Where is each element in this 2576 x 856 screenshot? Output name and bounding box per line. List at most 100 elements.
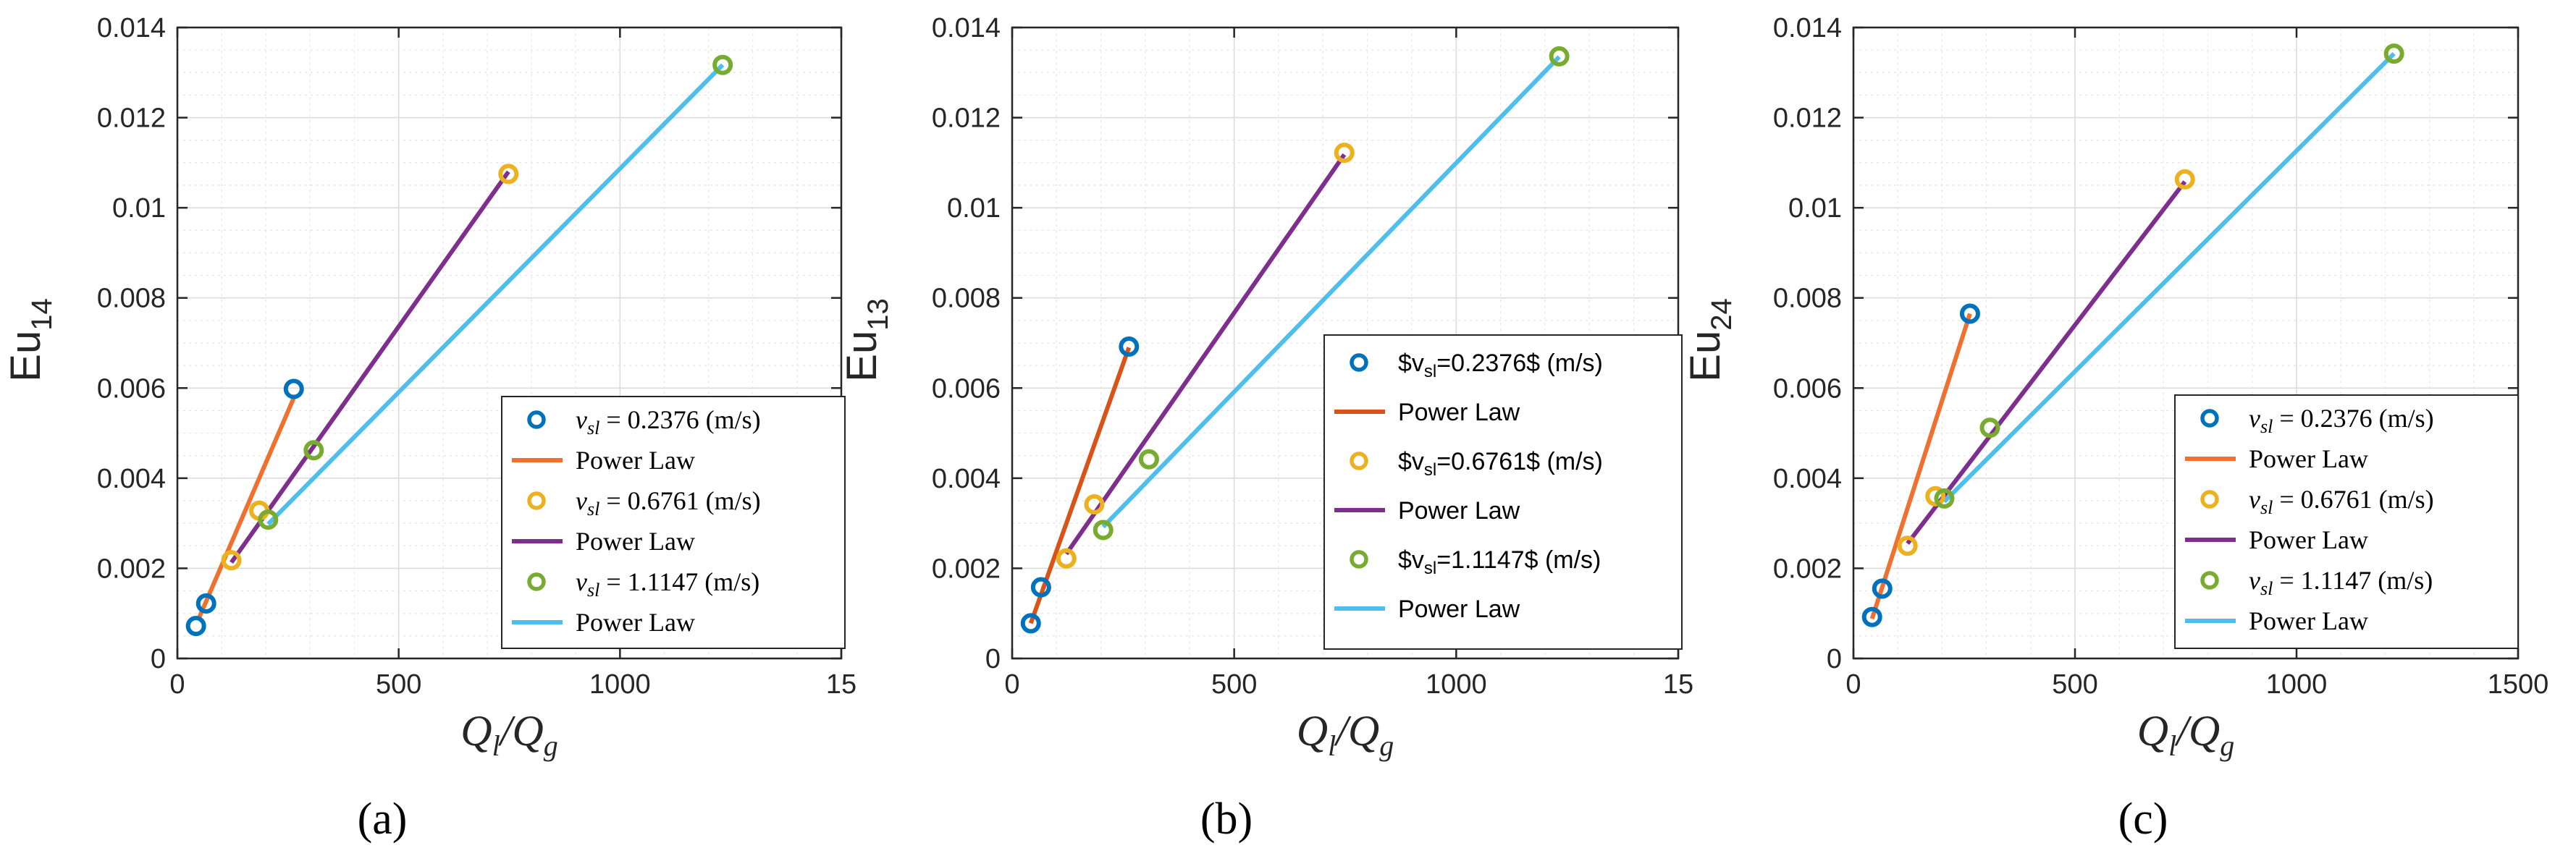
data-point-series-3: [1138, 449, 1159, 470]
axes-box: [176, 26, 843, 660]
legend-box: [1323, 334, 1683, 650]
data-point-series-2: [1334, 143, 1355, 164]
legend-label-fit-3: Power Law: [2249, 606, 2368, 635]
x-tick-label: 500: [1211, 669, 1257, 700]
y-tick-label: 0.002: [932, 554, 1001, 584]
x-axis-label: Ql/Qg: [2137, 707, 2234, 762]
y-tick-label: 0.006: [932, 373, 1001, 404]
data-point-series-2: [1056, 548, 1077, 569]
legend-label-fit-3: Power Law: [1398, 596, 1520, 623]
axes-box: [1852, 26, 2520, 660]
legend-marker-series-2: [527, 491, 546, 510]
x-tick-label: 0: [1845, 669, 1861, 700]
fit-line-series-3: [1942, 52, 2396, 504]
data-point-series-2: [1084, 493, 1105, 514]
data-point-series-3: [2383, 43, 2404, 64]
x-tick-label: 15: [1663, 669, 1693, 700]
data-point-series-1: [1030, 577, 1051, 598]
y-ticks: 0 0.002 0.004 0.006 0.008 0.01 0.012 0.014: [1773, 13, 2518, 674]
fit-line-series-2: [1064, 153, 1347, 556]
x-tick-label: 0: [169, 669, 185, 700]
y-tick-label: 0.012: [1773, 103, 1842, 134]
y-tick-label: 0.006: [97, 373, 166, 404]
data-point-series-2: [221, 550, 242, 571]
data-point-series-1: [1020, 613, 1041, 634]
x-axis-label: Ql/Qg: [1297, 707, 1394, 762]
data-point-series-1: [1861, 606, 1882, 627]
data-point-series-3: [303, 440, 324, 461]
data-point-series-1: [195, 593, 216, 614]
y-tick-label: 0.008: [97, 284, 166, 314]
y-tick-label: 0.002: [97, 554, 166, 584]
y-tick-label: 0.01: [947, 193, 1001, 224]
legend-box: [2174, 394, 2519, 649]
legend-label-series-1: $vsl=0.2376$ (m/s): [1398, 349, 1603, 381]
fit-line-series-2: [1906, 180, 2187, 545]
panel-label: (a): [358, 794, 408, 844]
chart-panel-1: 0 500 1000 15 0 0.002 0.004 0.006 0.008 0.01 0.012…: [2, 13, 856, 844]
data-point-series-3: [258, 509, 279, 530]
x-tick-label: 500: [376, 669, 421, 700]
legend-box: [501, 396, 846, 649]
plot-area: [185, 54, 733, 637]
y-axis-label: Eu24: [1682, 298, 1738, 381]
y-tick-label: 0.004: [932, 464, 1001, 494]
y-tick-label: 0.004: [97, 464, 166, 494]
panel-label: (c): [2118, 794, 2168, 844]
chart-panel-2: 0 500 1000 15 0 0.002 0.004 0.006 0.008 0.01 0.012…: [838, 13, 1693, 844]
data-point-series-1: [283, 378, 304, 399]
y-tick-label: 0.006: [1773, 373, 1842, 404]
data-point-series-1: [1959, 303, 1980, 324]
legend-label-series-3: $vsl=1.1147$ (m/s): [1398, 546, 1601, 578]
legend-marker-series-2: [2200, 490, 2219, 509]
x-tick-label: 15: [826, 669, 856, 700]
y-tick-label: 0.012: [97, 103, 166, 134]
legend-marker-series-2: [1350, 452, 1368, 470]
data-point-series-2: [1897, 535, 1918, 556]
data-point-series-3: [1093, 520, 1114, 541]
legend-label-fit-2: Power Law: [576, 527, 695, 556]
legend-label-fit-2: Power Law: [1398, 497, 1520, 525]
x-tick-label: 0: [1004, 669, 1019, 700]
fit-line-series-1: [1869, 313, 1972, 620]
y-tick-label: 0.01: [1788, 193, 1842, 224]
legend-label-fit-2: Power Law: [2249, 525, 2368, 554]
plot-area: [1861, 43, 2404, 627]
x-ticks: 0 500 1000 15: [1004, 27, 1693, 700]
x-tick-label: 1500: [2488, 669, 2549, 700]
legend: $vsl=0.2376$ (m/s) Power Law $vsl=0.6761$ …: [1323, 334, 1683, 650]
legend-label-series-2: vsl = 0.6761 (m/s): [2249, 485, 2434, 518]
legend-marker-series-3: [1350, 550, 1368, 569]
plot-area: [1020, 46, 1570, 634]
fit-line-series-2: [230, 170, 510, 564]
y-axis-label: Eu13: [838, 298, 894, 381]
data-point-series-2: [1925, 486, 1946, 507]
y-tick-label: 0: [985, 644, 1001, 674]
data-point-series-1: [1119, 336, 1140, 357]
legend-marker-series-1: [1350, 353, 1368, 372]
y-tick-label: 0: [151, 644, 166, 674]
y-tick-label: 0.01: [112, 193, 166, 224]
y-tick-label: 0.002: [1773, 554, 1842, 584]
legend-label-fit-1: Power Law: [1398, 399, 1520, 426]
data-point-series-3: [712, 54, 733, 75]
y-tick-label: 0.004: [1773, 464, 1842, 494]
y-tick-label: 0.014: [97, 13, 166, 43]
x-tick-label: 1000: [589, 669, 651, 700]
y-tick-label: 0.008: [932, 284, 1001, 314]
fit-line-series-1: [1028, 347, 1132, 624]
data-point-series-1: [1872, 578, 1893, 599]
legend-label-series-1: vsl = 0.2376 (m/s): [2249, 404, 2434, 437]
data-point-series-2: [498, 164, 519, 185]
legend-label-fit-3: Power Law: [576, 608, 695, 637]
chart-panel-3: 0 500 1000 1500 0 0.002 0.004 0.006 0.008 0.01 0.0…: [1682, 13, 2548, 844]
y-ticks: 0 0.002 0.004 0.006 0.008 0.01 0.012 0.014: [932, 13, 1678, 674]
x-tick-label: 1000: [1426, 669, 1487, 700]
legend-label-series-3: vsl = 1.1147 (m/s): [2249, 566, 2433, 599]
legend-marker-series-3: [527, 572, 546, 591]
legend-marker-series-1: [2200, 409, 2219, 428]
x-ticks: 0 500 1000 15: [169, 27, 856, 700]
legend: vsl = 0.2376 (m/s) Power Law vsl = 0.6761 …: [2174, 394, 2519, 649]
legend-label-series-2: $vsl=0.6761$ (m/s): [1398, 448, 1603, 480]
